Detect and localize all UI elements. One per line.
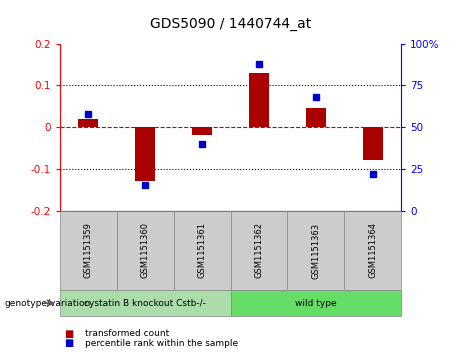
Text: GDS5090 / 1440744_at: GDS5090 / 1440744_at — [150, 17, 311, 30]
Bar — [135, 127, 155, 182]
Bar — [78, 119, 98, 127]
Text: percentile rank within the sample: percentile rank within the sample — [85, 339, 238, 347]
Text: GSM1151359: GSM1151359 — [84, 223, 93, 278]
Bar — [192, 127, 212, 135]
Text: ■: ■ — [65, 338, 74, 348]
Text: GSM1151360: GSM1151360 — [141, 223, 150, 278]
Text: genotype/variation: genotype/variation — [5, 299, 91, 307]
Text: ■: ■ — [65, 329, 74, 339]
Text: GSM1151362: GSM1151362 — [254, 223, 263, 278]
Text: transformed count: transformed count — [85, 330, 170, 338]
Bar — [363, 127, 383, 160]
Bar — [306, 108, 326, 127]
Bar — [249, 73, 269, 127]
Text: cystatin B knockout Cstb-/-: cystatin B knockout Cstb-/- — [84, 299, 206, 307]
Text: wild type: wild type — [295, 299, 337, 307]
Text: GSM1151363: GSM1151363 — [311, 223, 320, 278]
Text: GSM1151364: GSM1151364 — [368, 223, 377, 278]
Text: GSM1151361: GSM1151361 — [198, 223, 207, 278]
